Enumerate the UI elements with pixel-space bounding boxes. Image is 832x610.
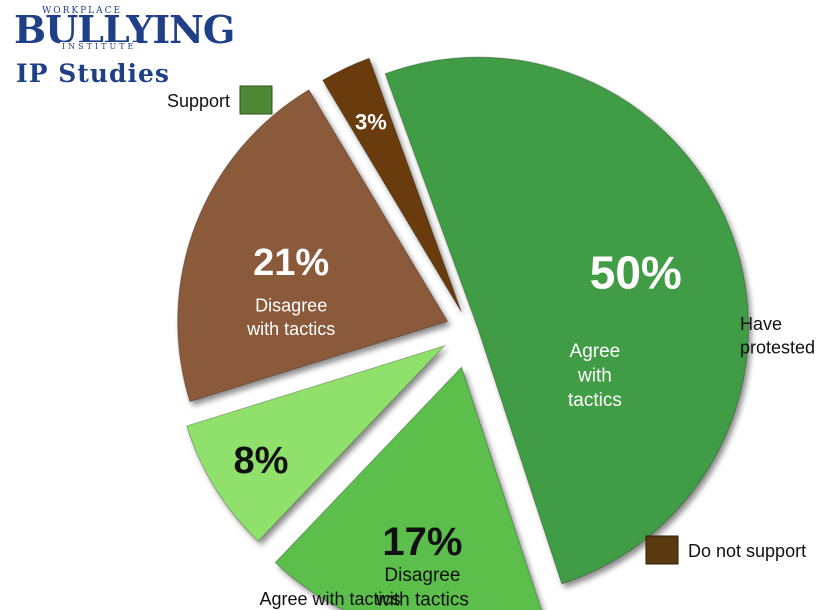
slice-description-label: with — [577, 366, 612, 387]
slice-description-label: Agree with tactics — [259, 589, 400, 609]
slice-description-label: Agree — [570, 341, 621, 362]
slice-description-label: Disagree — [255, 296, 327, 316]
pie-slice — [274, 366, 542, 610]
slice-percent-label: 3% — [355, 110, 387, 135]
slice-percent-label: 8% — [234, 440, 289, 482]
slice-percent-label: 17% — [382, 520, 462, 564]
slice-description-label: tactics — [568, 390, 622, 411]
slice-description-label: with tactics — [375, 590, 469, 610]
logo-line-workplace: WORKPLACE — [42, 6, 123, 16]
pie-slice — [384, 56, 749, 585]
legend-do-not-support-label: Do not support — [688, 541, 806, 561]
slice-percent-label: 50% — [590, 247, 682, 299]
legend-support-swatch — [239, 85, 273, 115]
legend-support-label: Support — [167, 91, 230, 111]
slice-description-label: Have — [740, 314, 782, 334]
logo-line-institute: INSTITUTE — [60, 42, 139, 51]
slice-description-label: Disagree — [384, 565, 460, 586]
slice-percent-label: 21% — [253, 242, 329, 284]
pie-slice — [177, 89, 449, 403]
logo-line-ip-studies: IP Studies — [16, 59, 170, 88]
workplace-bullying-institute-logo: WORKPLACE BULLYING INSTITUTE IP Studies — [8, 4, 235, 90]
legend-do-not-support-swatch — [645, 535, 679, 565]
pie-slice — [186, 344, 447, 542]
slice-description-label: protested — [740, 337, 815, 357]
pie-slice — [322, 57, 462, 313]
slice-description-label: with tactics — [246, 319, 335, 339]
